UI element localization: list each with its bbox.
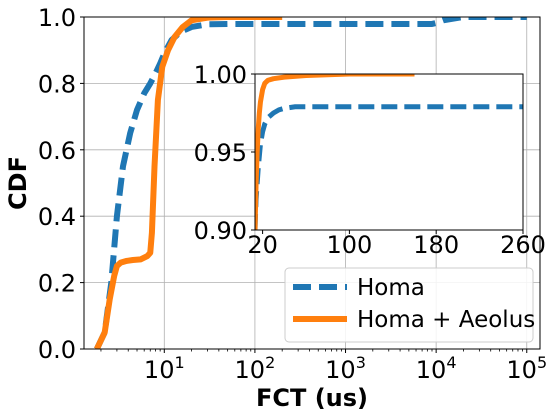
main-series [94, 17, 527, 349]
legend-label-homa-aeolus: Homa + Aeolus [357, 307, 535, 333]
main-ticks: 101 102 103 104 105 0.0 0.2 0.4 0.6 0.8 1.0 [38, 4, 547, 384]
y-tick-label: 1.0 [38, 4, 76, 32]
y-tick-label: 0.0 [38, 336, 76, 364]
inset-y-tick-label: 0.95 [194, 139, 247, 167]
main-frame [83, 16, 541, 350]
y-tick-label: 0.4 [38, 203, 76, 231]
x-axis-title: FCT (us) [256, 384, 368, 412]
inset-y-tick-label: 0.90 [194, 217, 247, 245]
inset-series-line-homa-aeolus [255, 74, 415, 230]
inset-y-tick-label: 1.00 [194, 61, 247, 89]
inset-plot-area [255, 74, 523, 230]
x-tick-label: 101 [144, 353, 185, 384]
x-tick-label: 104 [416, 353, 457, 384]
y-tick-label: 0.2 [38, 270, 76, 298]
legend-label-homa: Homa [357, 275, 425, 301]
y-tick-label: 0.8 [38, 70, 76, 98]
y-axis-title: CDF [4, 156, 32, 210]
inset-x-tick-label: 100 [326, 231, 372, 259]
inset-ticks: 20 100 180 260 0.90 0.95 1.00 [194, 61, 546, 259]
x-tick-label: 105 [506, 353, 547, 384]
inset-x-tick-label: 20 [247, 231, 278, 259]
inset-x-tick-label: 180 [413, 231, 459, 259]
x-tick-label: 102 [235, 353, 276, 384]
inset-x-tick-label: 260 [500, 231, 546, 259]
x-tick-label: 103 [325, 353, 366, 384]
inset-series [255, 74, 523, 230]
legend: Homa Homa + Aeolus [284, 267, 535, 343]
y-tick-label: 0.6 [38, 137, 76, 165]
series-line-homa-aeolus [94, 17, 283, 349]
